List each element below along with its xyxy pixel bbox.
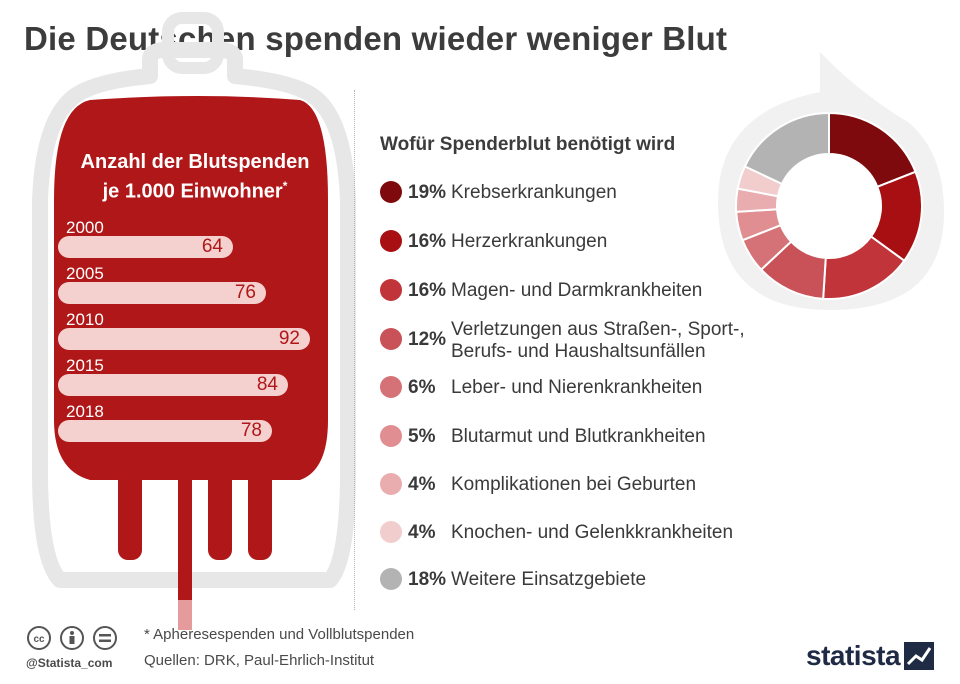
donut-slice bbox=[743, 111, 830, 186]
legend-percent: 16% bbox=[408, 231, 447, 252]
legend-label: Magen- und Darmkrankheiten bbox=[451, 280, 703, 301]
attribution-icon bbox=[60, 626, 84, 650]
bar-year-label: 2015 bbox=[66, 356, 104, 375]
bar-value-label: 92 bbox=[278, 328, 300, 349]
blood-bag-illustration bbox=[32, 12, 356, 630]
legend-swatch bbox=[380, 568, 402, 590]
dotted-divider bbox=[354, 90, 355, 610]
bar-year-label: 2018 bbox=[66, 402, 104, 421]
bar: 64 bbox=[58, 236, 233, 258]
bag-title-footnote-mark: * bbox=[282, 179, 288, 193]
legend-title: Wofür Spenderblut benötigt wird bbox=[380, 134, 676, 155]
statista-logo-text[interactable]: statista bbox=[806, 640, 901, 671]
bar-year-label: 2000 bbox=[66, 218, 104, 237]
license-icons: cc bbox=[27, 626, 117, 650]
legend-label: Leber- und Nierenkrankheiten bbox=[451, 377, 703, 398]
bar: 78 bbox=[58, 420, 272, 442]
legend-percent: 5% bbox=[408, 426, 436, 447]
bag-tube-right bbox=[248, 470, 272, 560]
sources: Quellen: DRK, Paul-Ehrlich-Institut bbox=[144, 652, 375, 669]
legend-swatch bbox=[380, 521, 402, 543]
legend-percent: 6% bbox=[408, 377, 436, 398]
svg-text:cc: cc bbox=[33, 634, 45, 645]
legend-percent: 19% bbox=[408, 182, 447, 203]
legend-percent: 16% bbox=[408, 280, 447, 301]
bar-year-label: 2005 bbox=[66, 264, 104, 283]
legend-swatch bbox=[380, 230, 402, 252]
bag-tube-left bbox=[118, 470, 142, 560]
bag-chart-title: Anzahl der Blutspenden je 1.000 Einwohne… bbox=[40, 150, 350, 204]
footnote: * Apheresespenden und Vollblutspenden bbox=[144, 626, 415, 643]
statista-handle: @Statista_com bbox=[26, 656, 113, 670]
legend-label: Weitere Einsatzgebiete bbox=[451, 569, 647, 590]
legend-swatch bbox=[380, 181, 402, 203]
bag-title-line1: Anzahl der Blutspenden bbox=[80, 151, 310, 173]
bag-drain-tube-fade bbox=[178, 600, 192, 630]
no-derivatives-icon bbox=[93, 626, 117, 650]
legend-percent: 4% bbox=[408, 522, 436, 543]
legend-label: Komplikationen bei Geburten bbox=[451, 474, 697, 495]
legend-swatch bbox=[380, 473, 402, 495]
statista-logo-icon[interactable] bbox=[904, 642, 934, 670]
legend-label: Berufs- und Haushaltsunfällen bbox=[451, 341, 706, 362]
legend-swatch bbox=[380, 328, 402, 350]
bar: 92 bbox=[58, 328, 310, 350]
donut-hole bbox=[777, 154, 881, 258]
page-title: Die Deutschen spenden wieder weniger Blu… bbox=[24, 20, 728, 57]
legend-label: Verletzungen aus Straßen-, Sport-, bbox=[451, 319, 745, 340]
legend-label: Knochen- und Gelenkkrankheiten bbox=[451, 522, 734, 543]
legend-swatch bbox=[380, 376, 402, 398]
legend-label: Blutarmut und Blutkrankheiten bbox=[451, 426, 706, 447]
legend-percent: 4% bbox=[408, 474, 436, 495]
bar-value-label: 78 bbox=[240, 420, 262, 441]
bag-tube-mid bbox=[208, 470, 232, 560]
bar: 76 bbox=[58, 282, 266, 304]
bag-title-line2: je 1.000 Einwohner bbox=[102, 180, 283, 203]
donut-chart bbox=[718, 52, 944, 310]
cc-icon: cc bbox=[27, 626, 51, 650]
bag-hanger bbox=[162, 12, 224, 74]
legend-swatch bbox=[380, 279, 402, 301]
bar-value-label: 76 bbox=[234, 282, 256, 303]
legend-percent: 12% bbox=[408, 329, 447, 350]
bar: 84 bbox=[58, 374, 288, 396]
legend-label: Krebserkrankungen bbox=[451, 182, 617, 203]
bag-drain-tube bbox=[178, 470, 192, 620]
bar-year-label: 2010 bbox=[66, 310, 104, 329]
bar-value-label: 84 bbox=[256, 374, 278, 395]
legend-percent: 18% bbox=[408, 569, 447, 590]
bar-value-label: 64 bbox=[201, 236, 223, 257]
legend-label: Herzerkrankungen bbox=[451, 231, 608, 252]
legend-swatch bbox=[380, 425, 402, 447]
